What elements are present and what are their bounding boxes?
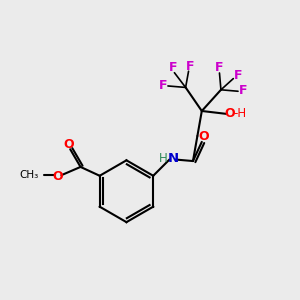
Text: F: F <box>239 84 247 97</box>
Text: N: N <box>168 152 179 165</box>
Text: F: F <box>234 69 243 82</box>
Text: O: O <box>52 170 63 183</box>
Text: F: F <box>159 79 167 92</box>
Text: -H: -H <box>233 107 247 120</box>
Text: O: O <box>198 130 208 143</box>
Text: H: H <box>159 152 167 165</box>
Text: F: F <box>214 61 223 74</box>
Text: O: O <box>63 138 74 151</box>
Text: F: F <box>169 61 177 74</box>
Text: CH₃: CH₃ <box>20 169 39 180</box>
Text: F: F <box>186 60 195 73</box>
Text: O: O <box>224 107 235 120</box>
